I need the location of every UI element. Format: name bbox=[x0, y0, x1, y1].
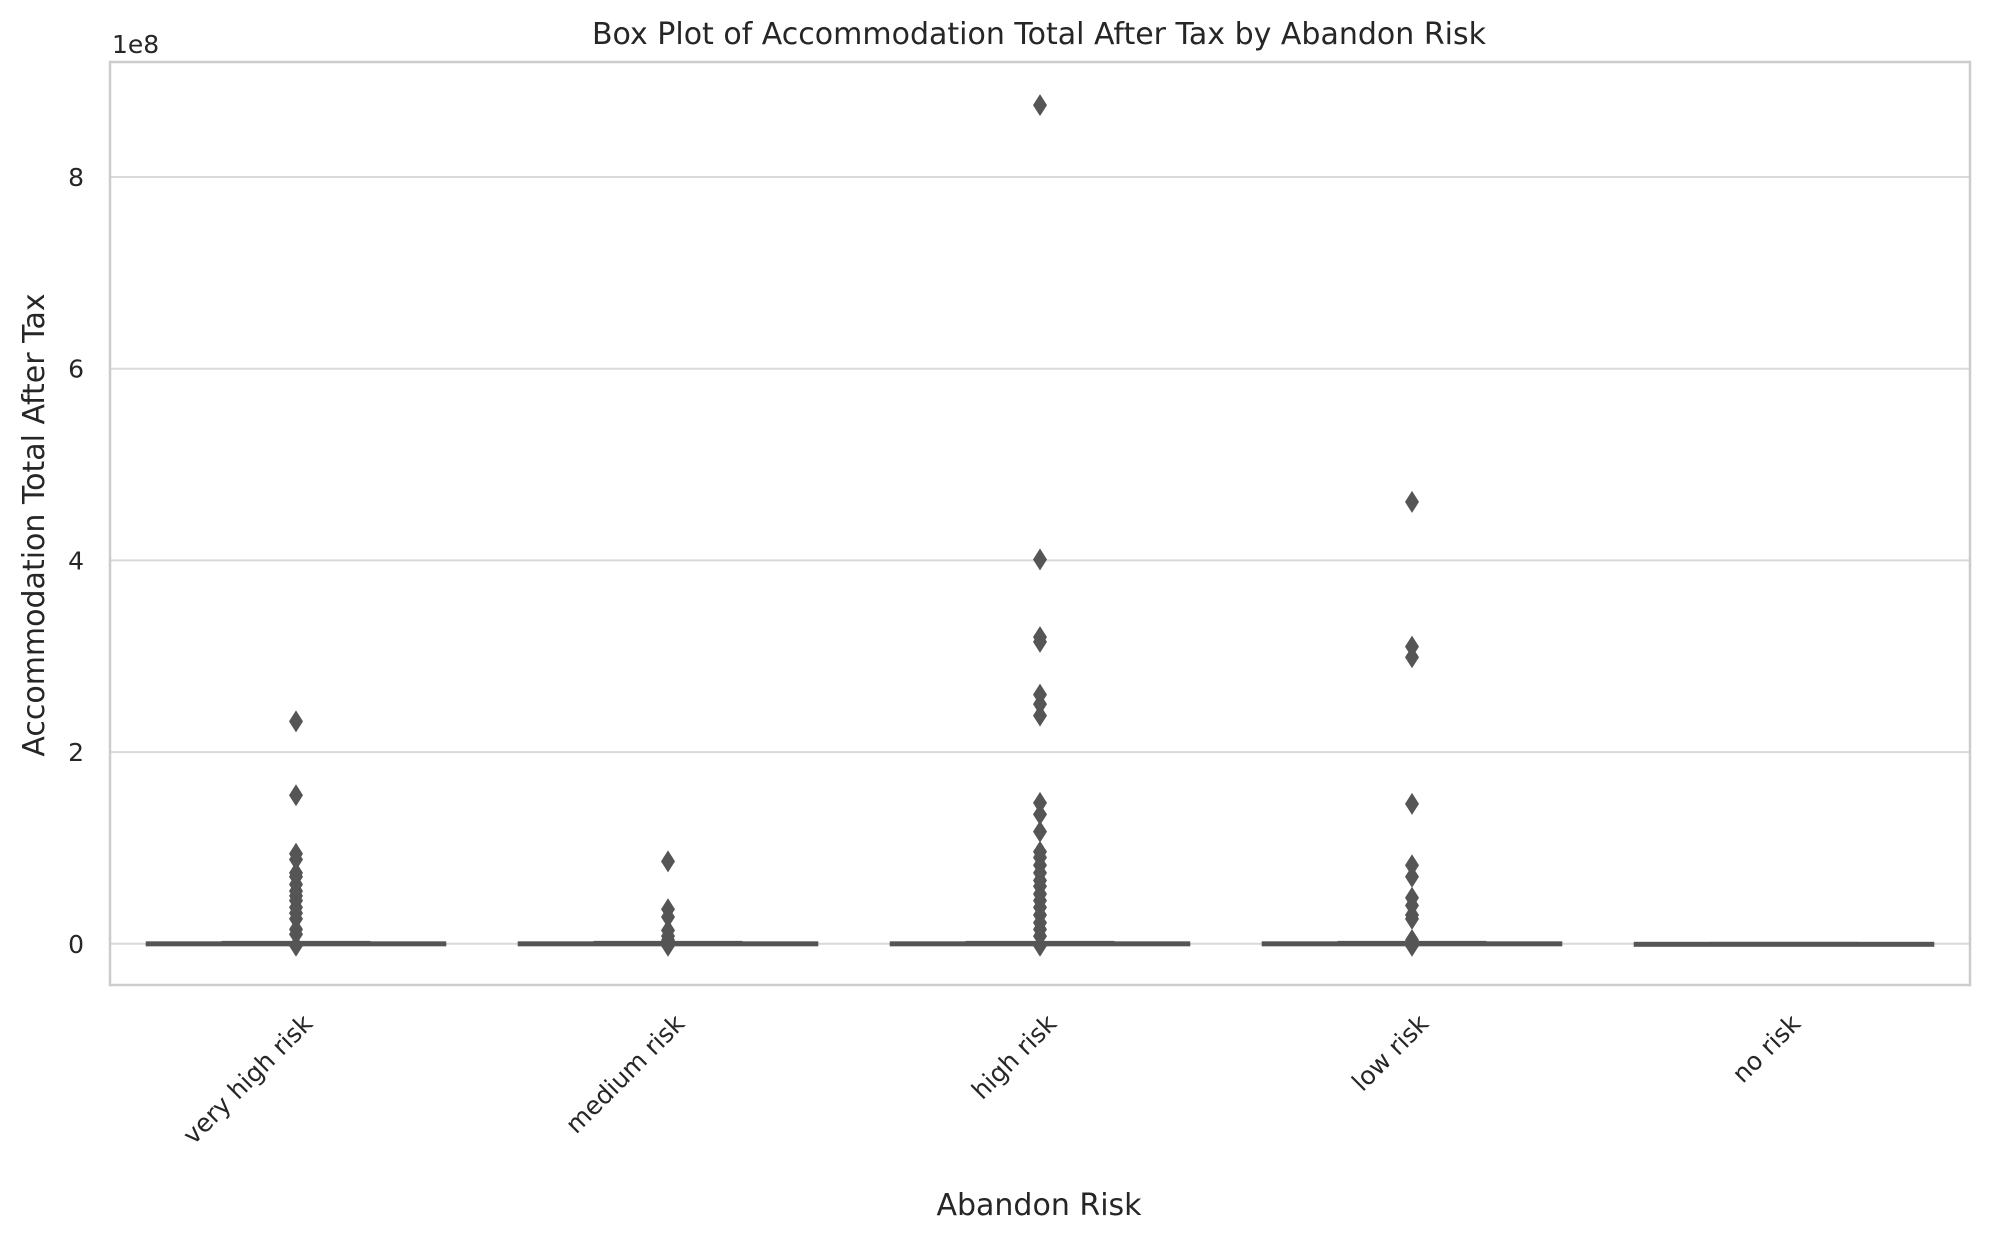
x-tick-label: high risk bbox=[966, 1008, 1063, 1105]
outlier-point bbox=[289, 784, 303, 807]
outlier-point bbox=[1405, 490, 1419, 513]
y-axis-ticks: 0 2 4 6 8 bbox=[68, 163, 84, 959]
outlier-point bbox=[661, 850, 675, 873]
outlier-point bbox=[661, 934, 675, 957]
box-plots bbox=[145, 94, 1935, 957]
outlier-point bbox=[1033, 704, 1047, 727]
plot-frame bbox=[108, 60, 1972, 987]
outlier-point bbox=[289, 923, 303, 946]
y-tick-label: 4 bbox=[68, 546, 84, 575]
outlier-point bbox=[289, 710, 303, 733]
outlier-point bbox=[1033, 693, 1047, 716]
outlier-point bbox=[1405, 865, 1419, 888]
box-high-risk bbox=[889, 94, 1191, 957]
x-axis-label: Abandon Risk bbox=[936, 1188, 1142, 1223]
x-axis-ticks: very high risk medium risk high risk low ri… bbox=[177, 1008, 1806, 1149]
outlier-point bbox=[1033, 934, 1047, 957]
outlier-point bbox=[1033, 548, 1047, 571]
y-tick-label: 8 bbox=[68, 163, 84, 192]
outlier-point bbox=[1033, 791, 1047, 814]
outlier-point bbox=[1405, 792, 1419, 815]
outlier-point bbox=[1405, 854, 1419, 877]
y-axis-label: Accommodation Total After Tax bbox=[17, 293, 52, 756]
x-tick-label: medium risk bbox=[560, 1008, 691, 1139]
outlier-point bbox=[1405, 934, 1419, 957]
outlier-point bbox=[661, 905, 675, 928]
x-tick-label: no risk bbox=[1726, 1008, 1806, 1088]
outlier-point bbox=[1405, 646, 1419, 669]
box-very-high-risk bbox=[145, 710, 447, 957]
outlier-point bbox=[1033, 803, 1047, 826]
x-tick-label: very high risk bbox=[177, 1008, 318, 1149]
outlier-point bbox=[1405, 907, 1419, 930]
outlier-point bbox=[289, 848, 303, 871]
y-axis-scale-label: 1e8 bbox=[112, 30, 159, 59]
outlier-point bbox=[1033, 820, 1047, 843]
outlier-point bbox=[289, 934, 303, 957]
box-no-risk bbox=[1633, 941, 1935, 947]
chart-title: Box Plot of Accommodation Total After Ta… bbox=[592, 17, 1487, 52]
x-tick-label: low risk bbox=[1346, 1008, 1434, 1096]
outlier-point bbox=[1033, 94, 1047, 117]
box-low-risk bbox=[1261, 490, 1563, 957]
box-medium-risk bbox=[517, 850, 819, 957]
y-tick-label: 2 bbox=[68, 738, 84, 767]
outlier-point bbox=[1033, 630, 1047, 653]
y-tick-label: 6 bbox=[68, 355, 84, 384]
y-tick-label: 0 bbox=[68, 930, 84, 959]
